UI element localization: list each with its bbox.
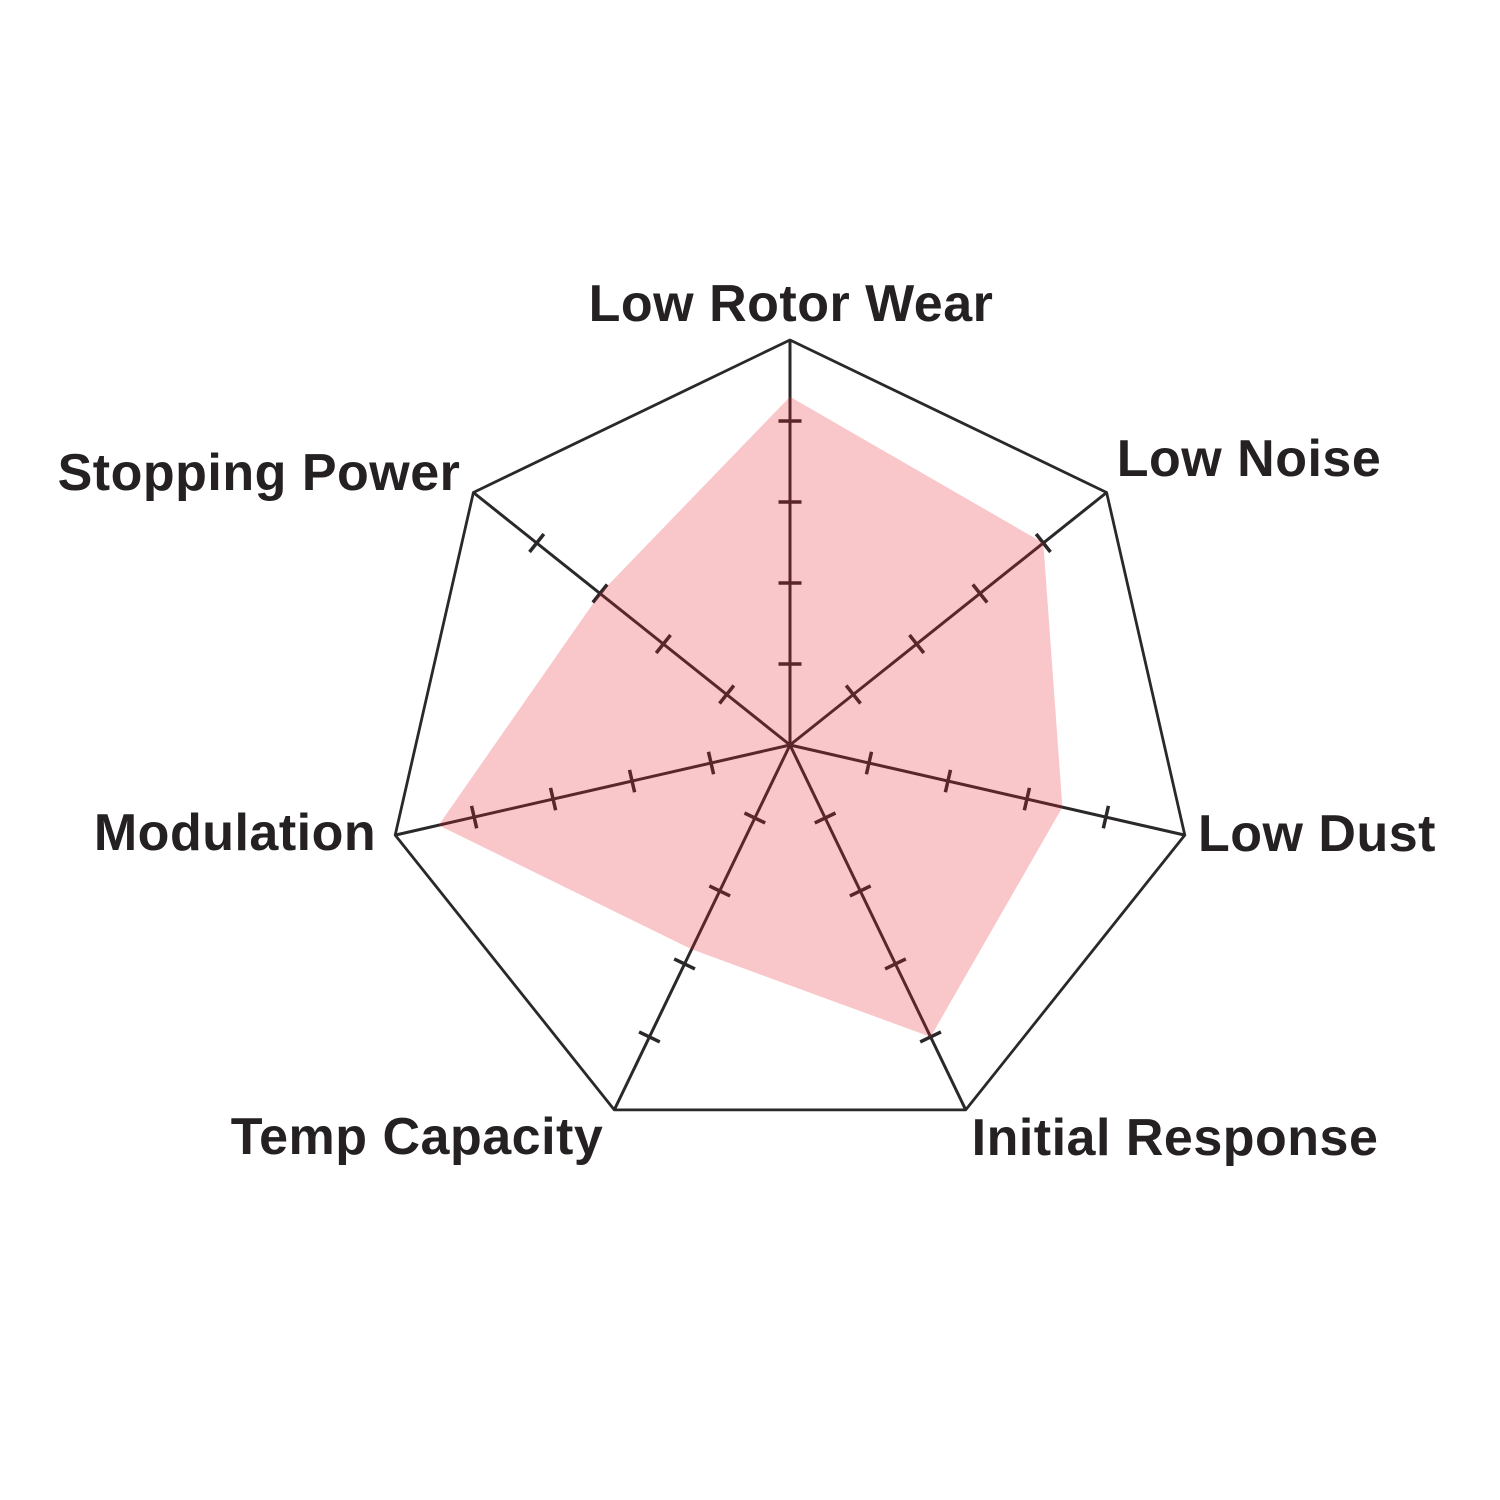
radar-axis-tick — [1034, 532, 1052, 554]
radar-axis-line — [789, 743, 1186, 837]
radar-data-polygon — [438, 396, 1063, 1037]
radar-axis-line — [472, 491, 791, 747]
radar-axis-tick — [548, 787, 558, 811]
radar-axis-tick — [1101, 805, 1111, 829]
radar-axis-tick — [943, 769, 953, 793]
radar-axis-line — [394, 743, 791, 837]
radar-axis-tick — [908, 633, 926, 655]
axis-label-low-rotor-wear: Low Rotor Wear — [588, 275, 994, 333]
radar-axis-tick — [591, 583, 609, 604]
radar-axis-tick — [971, 583, 989, 604]
radar-outer-ring — [393, 338, 1187, 1112]
axis-label-low-noise: Low Noise — [1116, 430, 1382, 488]
axis-label-temp-capacity: Temp Capacity — [230, 1108, 604, 1166]
radar-axis-line — [789, 491, 1108, 747]
axis-label-initial-response: Initial Response — [971, 1109, 1379, 1167]
axis-label-stopping-power: Stopping Power — [57, 444, 461, 502]
radar-axis-tick — [919, 1030, 942, 1044]
radar-axis-tick — [718, 684, 736, 705]
radar-axis-tick — [673, 957, 696, 971]
radar-axis-tick — [844, 684, 862, 705]
radar-axis-tick — [1022, 787, 1032, 811]
radar-axis-tick — [864, 751, 874, 775]
radar-axis-tick — [528, 532, 546, 554]
radar-axis-tick — [849, 884, 872, 898]
radar-axis-tick — [627, 769, 637, 793]
radar-axis-tick — [814, 811, 837, 825]
axis-label-modulation: Modulation — [93, 804, 377, 862]
radar-axis-tick — [654, 633, 672, 655]
radar-axis-tick — [708, 884, 731, 898]
radar-axis-tick — [706, 751, 716, 775]
radar-axis-line — [612, 744, 792, 1111]
radar-axis-tick — [884, 957, 907, 971]
axis-label-low-dust: Low Dust — [1198, 805, 1436, 863]
radar-axis-line — [788, 744, 968, 1111]
radar-axis-tick — [469, 805, 479, 829]
radar-axis-tick — [743, 811, 766, 825]
radar-axis-tick — [638, 1030, 661, 1044]
